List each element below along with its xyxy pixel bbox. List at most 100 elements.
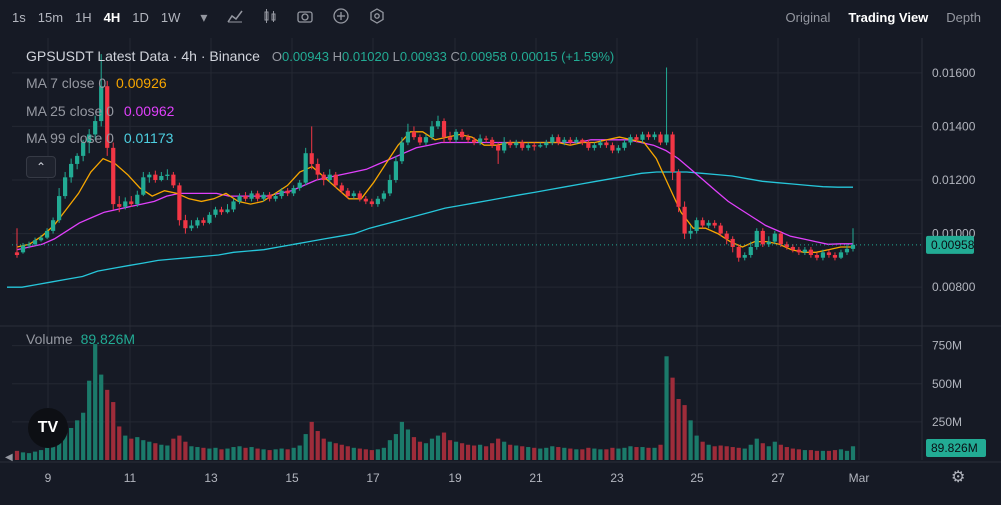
settings-hex-icon[interactable] bbox=[369, 7, 385, 27]
volume-bar bbox=[327, 441, 332, 460]
candle-body bbox=[225, 209, 230, 213]
candle-body bbox=[255, 193, 260, 199]
candle-body bbox=[369, 201, 374, 205]
collapse-legend-button[interactable]: ⌃ bbox=[26, 156, 56, 178]
candle-body bbox=[237, 196, 242, 202]
volume-legend: Volume 89.826M bbox=[26, 331, 135, 347]
volume-bar bbox=[688, 420, 693, 460]
volume-bar bbox=[544, 447, 549, 460]
scroll-left-icon[interactable]: ◀ bbox=[5, 452, 13, 463]
volume-bar bbox=[177, 435, 182, 460]
candle-body bbox=[111, 147, 116, 205]
view-depth[interactable]: Depth bbox=[946, 9, 981, 25]
volume-bar bbox=[315, 431, 320, 460]
candle-body bbox=[808, 249, 814, 256]
price-tick-label: 0.01600 bbox=[932, 66, 976, 80]
volume-bar bbox=[249, 447, 254, 460]
volume-bar bbox=[231, 447, 236, 460]
candle-body bbox=[447, 137, 453, 140]
volume-bar bbox=[520, 446, 525, 460]
volume-bar bbox=[844, 450, 850, 460]
timeframe-1w[interactable]: 1W bbox=[160, 9, 181, 25]
candle-body bbox=[496, 145, 501, 151]
close-label: C bbox=[450, 49, 460, 64]
volume-bar bbox=[261, 449, 266, 460]
candle-body bbox=[784, 244, 789, 247]
ma7-polyline bbox=[16, 131, 853, 253]
candle-body bbox=[778, 233, 783, 245]
tradingview-logo[interactable]: TV bbox=[28, 408, 68, 448]
volume-bar bbox=[32, 451, 38, 460]
candle-body bbox=[387, 180, 392, 194]
volume-bar bbox=[297, 445, 302, 460]
ma25-legend: MA 25 close 0 0.00962 bbox=[26, 103, 174, 119]
timeframe-1s[interactable]: 1s bbox=[12, 9, 26, 25]
candle-body bbox=[363, 198, 368, 202]
candle-body bbox=[20, 245, 26, 253]
candle-body bbox=[718, 225, 723, 234]
candle-body bbox=[580, 139, 585, 143]
volume-bar bbox=[243, 447, 248, 460]
volume-bar bbox=[478, 444, 483, 460]
timeframe-1d[interactable]: 1D bbox=[132, 9, 149, 25]
last-volume-label: 89.826M bbox=[931, 441, 978, 455]
candle-body bbox=[484, 138, 489, 140]
close-value: 0.00958 bbox=[459, 49, 507, 64]
volume-tick-label: 250M bbox=[932, 415, 962, 429]
volume-bar bbox=[754, 438, 759, 460]
candle-body bbox=[640, 134, 645, 140]
candle-body bbox=[291, 188, 296, 194]
candle-type-icon[interactable] bbox=[263, 8, 277, 26]
volume-bar bbox=[429, 438, 435, 460]
volume-bar bbox=[435, 435, 441, 460]
candle-body bbox=[670, 134, 675, 172]
time-tick-label: 13 bbox=[204, 471, 218, 485]
volume-bars bbox=[14, 344, 856, 460]
candle-body bbox=[754, 230, 759, 247]
timeframe-15m[interactable]: 15m bbox=[37, 9, 64, 25]
indicators-icon[interactable] bbox=[227, 9, 244, 26]
screenshot-icon[interactable] bbox=[297, 9, 314, 26]
volume-bar bbox=[802, 450, 807, 460]
volume-bar bbox=[742, 448, 747, 460]
candle-body bbox=[309, 153, 314, 164]
candle-body bbox=[177, 185, 182, 221]
candle-body bbox=[538, 145, 543, 147]
ma7-line bbox=[16, 131, 853, 253]
view-original[interactable]: Original bbox=[785, 9, 831, 25]
candle-body bbox=[724, 233, 729, 239]
ma99-polyline bbox=[7, 171, 853, 288]
volume-bar bbox=[147, 441, 152, 460]
candle-body bbox=[165, 174, 170, 176]
volume-bar bbox=[303, 434, 308, 460]
volume-bar bbox=[838, 449, 844, 460]
candle-body bbox=[351, 193, 356, 197]
candle-body bbox=[423, 137, 429, 143]
volume-bar bbox=[562, 447, 567, 460]
candle-body bbox=[405, 131, 411, 143]
ma99-label: MA 99 close 0 bbox=[26, 130, 114, 146]
volume-bar bbox=[568, 448, 573, 460]
add-icon[interactable] bbox=[333, 7, 350, 27]
volume-bar bbox=[634, 447, 639, 460]
volume-bar bbox=[423, 443, 429, 460]
candle-body bbox=[50, 220, 56, 231]
candle-body bbox=[153, 174, 158, 180]
candle-body bbox=[568, 139, 573, 143]
candle-body bbox=[183, 220, 188, 229]
chart-grid bbox=[0, 38, 1001, 463]
volume-bar bbox=[556, 447, 561, 460]
candle-body bbox=[189, 225, 194, 229]
chart-settings-icon[interactable]: ⚙ bbox=[951, 469, 966, 486]
view-trading-view[interactable]: Trading View bbox=[848, 9, 929, 25]
timeframe-4h[interactable]: 4H bbox=[103, 9, 121, 25]
candle-body bbox=[171, 174, 176, 186]
candle-body bbox=[508, 142, 513, 146]
candle-body bbox=[736, 246, 741, 258]
dropdown-icon[interactable]: ▾ bbox=[200, 8, 208, 25]
volume-bar bbox=[129, 438, 134, 460]
volume-bar bbox=[447, 440, 453, 460]
volume-bar bbox=[682, 405, 687, 460]
volume-bar bbox=[375, 449, 380, 460]
timeframe-1h[interactable]: 1H bbox=[75, 9, 92, 25]
